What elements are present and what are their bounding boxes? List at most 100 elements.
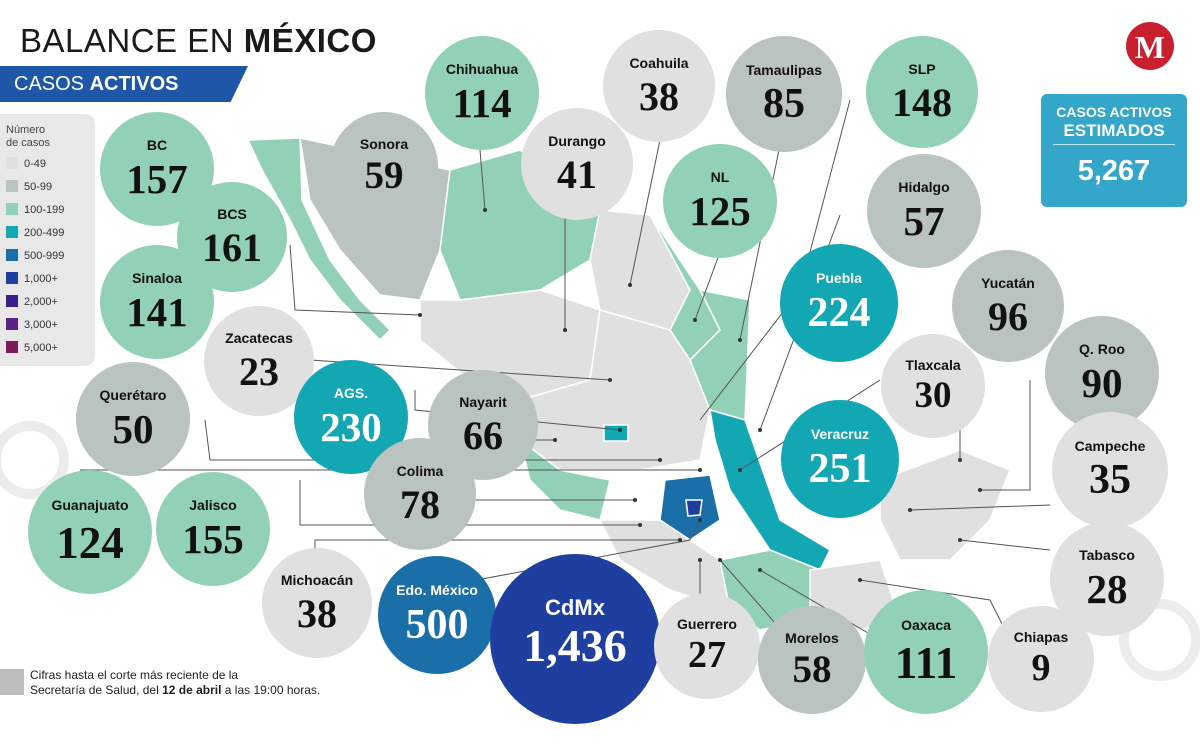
- state-active-cases: 66: [463, 413, 503, 458]
- legend-label: 3,000+: [24, 319, 58, 331]
- state-name: BCS: [217, 206, 247, 222]
- state-active-cases: 30: [914, 375, 952, 416]
- state-bubble: Jalisco 155: [156, 472, 270, 586]
- region-aguascalientes: [603, 424, 629, 442]
- state-active-cases: 124: [56, 518, 124, 568]
- estimated-divider: [1053, 144, 1175, 145]
- state-name: Tamaulipas: [746, 62, 822, 78]
- state-name: Querétaro: [99, 387, 167, 403]
- state-markers: [418, 208, 982, 582]
- state-bubble: Puebla 224: [780, 244, 898, 362]
- estimated-value: 5,267: [1077, 155, 1151, 187]
- legend-swatch: [6, 318, 18, 330]
- state-name: BC: [146, 137, 168, 153]
- state-active-cases: 27: [688, 634, 726, 676]
- state-bubble: Colima 78: [364, 438, 476, 550]
- state-active-cases: 141: [126, 289, 188, 335]
- state-bubble: Guanajuato 124: [28, 470, 152, 594]
- state-bubble: CdMx 1,436: [490, 554, 660, 724]
- state-bubble: Coahuila 38: [603, 30, 715, 142]
- note-line2-end: a las 19:00 horas.: [221, 683, 321, 697]
- state-bubble: AGS. 230: [294, 360, 408, 474]
- state-active-cases: 155: [182, 516, 244, 562]
- title-bold: MÉXICO: [243, 22, 377, 59]
- state-name: NL: [710, 169, 730, 185]
- state-bubble: Durango 41: [521, 108, 633, 220]
- state-bubble: Oaxaca 111: [864, 590, 988, 714]
- state-active-cases: 28: [1086, 566, 1128, 612]
- state-active-cases: 125: [689, 188, 751, 234]
- state-name: Zacatecas: [225, 330, 293, 346]
- legend-title: Número de casos: [6, 124, 50, 150]
- legend-item: 5,000+: [6, 340, 58, 356]
- state-name: Coahuila: [629, 55, 689, 71]
- state-active-cases: 157: [126, 156, 188, 202]
- state-name: Hidalgo: [898, 179, 950, 195]
- state-name: Tlaxcala: [905, 357, 961, 373]
- state-active-cases: 50: [112, 406, 154, 452]
- state-name: Oaxaca: [901, 617, 951, 633]
- legend-item: 3,000+: [6, 317, 58, 333]
- state-active-cases: 500: [405, 602, 469, 648]
- state-active-cases: 96: [988, 294, 1028, 339]
- state-name: Sinaloa: [132, 270, 182, 286]
- state-bubble: Q. Roo 90: [1045, 316, 1159, 430]
- state-active-cases: 85: [763, 81, 805, 127]
- state-active-cases: 58: [792, 648, 832, 691]
- state-active-cases: 38: [639, 74, 679, 119]
- legend: Número de casos 0-49 50-99 100-199 200-499 5…: [0, 114, 95, 366]
- state-bubble: Tlaxcala 30: [881, 334, 985, 438]
- subtitle: CASOS ACTIVOS: [14, 73, 178, 96]
- state-name: Michoacán: [280, 572, 354, 588]
- state-name: CdMx: [545, 595, 605, 620]
- state-bubble: Chiapas 9: [988, 606, 1094, 712]
- logo-letter: M: [1134, 29, 1166, 65]
- state-bubble: Veracruz 251: [781, 400, 899, 518]
- estimated-line1: CASOS ACTIVOS: [1056, 104, 1172, 120]
- state-bubble: Hidalgo 57: [867, 154, 981, 268]
- state-active-cases: 114: [452, 80, 512, 126]
- legend-label: 100-199: [24, 204, 65, 216]
- virus-decoration: [0, 421, 1200, 681]
- state-active-cases: 38: [297, 591, 337, 636]
- state-active-cases: 78: [400, 482, 440, 527]
- state-active-cases: 161: [202, 225, 262, 270]
- state-bubble: SLP 148: [866, 36, 978, 148]
- state-bubble: Sonora 59: [330, 112, 438, 220]
- legend-item: 200-499: [6, 225, 64, 241]
- note-line2: Secretaría de Salud, del 12 de abril a l…: [30, 683, 320, 698]
- page-title: BALANCE EN MÉXICO: [20, 22, 377, 60]
- estimated-cases-box: CASOS ACTIVOS ESTIMADOS 5,267: [1041, 94, 1187, 207]
- state-name: Durango: [548, 133, 606, 149]
- legend-item: 2,000+: [6, 294, 58, 310]
- state-bubble: Edo. México 500: [378, 556, 496, 674]
- state-bubble: Guerrero 27: [654, 593, 760, 699]
- state-name: Q. Roo: [1079, 341, 1125, 357]
- state-active-cases: 251: [808, 446, 872, 492]
- state-bubble: Sinaloa 141: [100, 245, 214, 359]
- legend-swatch: [6, 226, 18, 238]
- legend-label: 200-499: [24, 227, 65, 239]
- state-name: Edo. México: [396, 582, 478, 598]
- region-baja-california: [246, 137, 392, 342]
- note-date: 12 de abril: [162, 683, 222, 697]
- legend-swatch: [6, 295, 18, 307]
- state-name: Yucatán: [981, 275, 1035, 291]
- legend-label: 500-999: [24, 250, 65, 262]
- subtitle-light: CASOS: [14, 73, 90, 95]
- state-name: Colima: [396, 463, 444, 479]
- legend-label: 5,000+: [24, 342, 58, 354]
- state-name: Veracruz: [810, 426, 870, 442]
- milenio-logo: M: [1126, 22, 1174, 70]
- legend-swatch: [6, 249, 18, 261]
- legend-swatch: [6, 180, 18, 192]
- legend-title-text: Número de casos: [6, 124, 51, 149]
- region-cdmx: [685, 499, 703, 517]
- legend-label: 1,000+: [24, 273, 58, 285]
- state-active-cases: 230: [320, 404, 382, 450]
- region-yucatan-peninsula: [879, 449, 1011, 561]
- state-bubble: NL 125: [663, 144, 777, 258]
- subtitle-banner: [0, 66, 248, 102]
- title-light: BALANCE EN: [20, 22, 244, 59]
- state-bubble: Campeche 35: [1052, 412, 1168, 528]
